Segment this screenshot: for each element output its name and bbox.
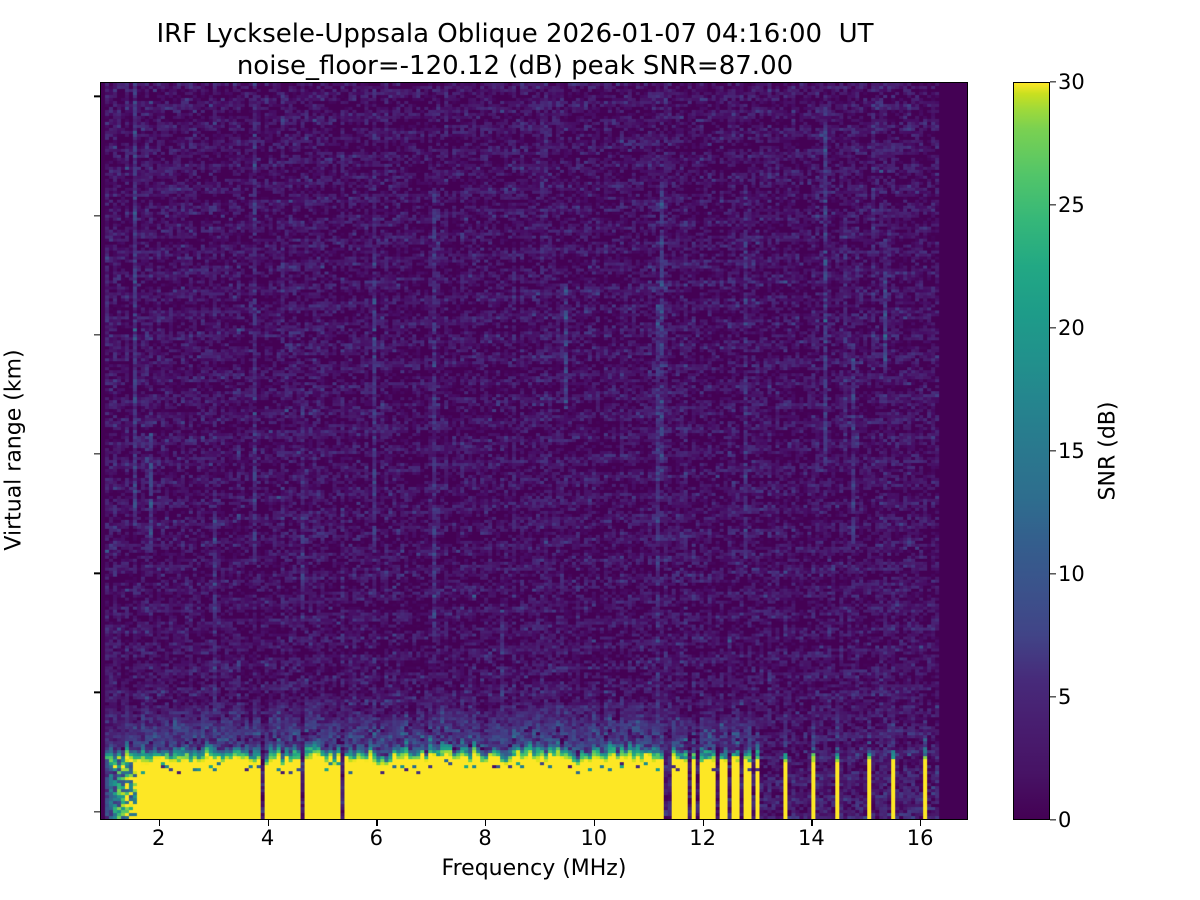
x-tick-label: 10 [580,826,608,850]
x-tick-mark [485,820,487,826]
x-tick-label: 14 [797,826,825,850]
colorbar-tick-label: 5 [1058,685,1072,709]
x-tick-label: 12 [689,826,716,850]
y-tick-mark [94,691,100,694]
x-axis-label: Frequency (MHz) [441,856,627,881]
colorbar-label: SNR (dB) [1095,401,1121,501]
colorbar-tick-mark [1050,204,1056,206]
x-tick-label: 2 [152,826,166,850]
heatmap-plot-area [100,82,968,820]
ionogram-heatmap-canvas [101,83,967,819]
y-tick-mark [94,95,100,97]
x-tick-mark [920,820,922,826]
x-tick-label: 4 [260,826,275,850]
x-tick-label: 16 [906,826,934,850]
colorbar-tick-label: 30 [1058,70,1085,94]
colorbar-gradient [1013,82,1050,820]
figure-title: IRF Lycksele-Uppsala Oblique 2026-01-07 … [0,18,1030,82]
colorbar-tick-mark [1050,327,1056,329]
y-tick-mark [94,214,100,217]
colorbar-tick-mark [1050,696,1056,698]
x-tick-mark [158,820,161,826]
y-tick-mark [94,453,100,455]
y-tick-mark [94,334,100,336]
y-tick-mark [94,810,100,813]
colorbar-tick-label: 25 [1058,193,1085,217]
colorbar-tick-mark [1050,81,1056,83]
x-tick-label: 8 [478,826,492,850]
x-tick-mark [267,820,269,826]
y-axis-label: Virtual range (km) [1,349,27,551]
colorbar-tick-label: 0 [1058,808,1072,832]
x-tick-mark [702,820,704,826]
colorbar-tick-label: 15 [1058,439,1085,463]
x-tick-mark [376,820,378,826]
x-tick-label: 6 [369,826,383,850]
colorbar-tick-label: 20 [1058,316,1085,340]
x-tick-mark [593,820,596,826]
x-tick-mark [811,820,813,826]
colorbar-tick-mark [1050,573,1056,575]
colorbar-tick-label: 10 [1058,562,1085,586]
title-line-2: noise_floor=-120.12 (dB) peak SNR=87.00 [236,51,794,81]
title-line-1: IRF Lycksele-Uppsala Oblique 2026-01-07 … [156,19,874,49]
y-tick-mark [94,572,100,574]
colorbar-tick-mark [1050,819,1056,821]
colorbar-tick-mark [1050,450,1056,452]
